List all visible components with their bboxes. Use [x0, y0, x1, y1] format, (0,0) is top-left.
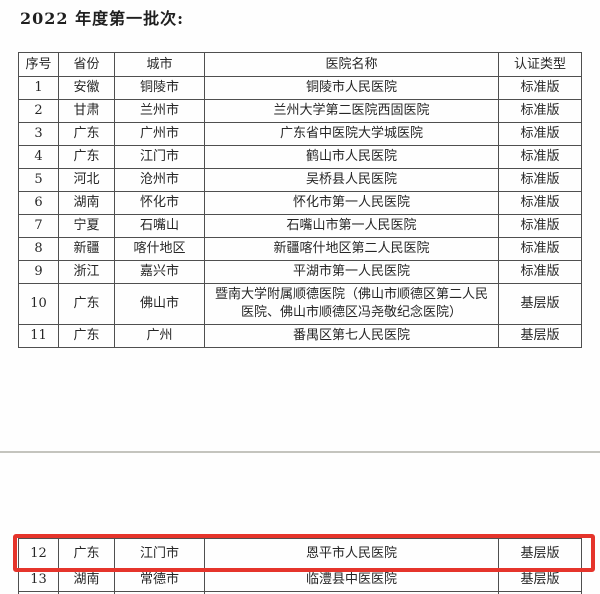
table-cell-province: 湖南: [58, 568, 115, 592]
table-cell-hospital: 铜陵市人民医院: [204, 76, 499, 100]
table-cell-hospital: 鹤山市人民医院: [204, 145, 499, 169]
table-cell-no: 6: [18, 191, 59, 215]
table-cell-type: 标准版: [498, 76, 582, 100]
table-cell-city: 铜陵市: [114, 76, 205, 100]
table-row: 9 浙江 嘉兴市 平湖市第一人民医院 标准版: [18, 260, 582, 284]
table-cell-type: 标准版: [498, 168, 582, 192]
table-cell-no: 10: [18, 283, 59, 325]
table-cell-no: 4: [18, 145, 59, 169]
table-cell-city: 广州: [114, 324, 205, 348]
table-cell-no: 13: [18, 568, 59, 592]
table-row: 10 广东 佛山市 暨南大学附属顺德医院（佛山市顺德区第二人民医院、佛山市顺德区冯尧敬…: [18, 283, 582, 325]
header-no: 序号: [18, 52, 59, 77]
certification-table-page2: 12 广东 江门市 恩平市人民医院 基层版 13 湖南 常德市 临澧县中医医院 基层版: [18, 538, 582, 594]
table-cell-no: 9: [18, 260, 59, 284]
table-cell-hospital: 平湖市第一人民医院: [204, 260, 499, 284]
table-cell-no: 7: [18, 214, 59, 238]
table-cell-type: 标准版: [498, 191, 582, 215]
table-cell-city: 江门市: [114, 538, 205, 569]
table-cell-hospital: 怀化市第一人民医院: [204, 191, 499, 215]
header-city: 城市: [114, 52, 205, 77]
certification-table-page1: 序号 省份 城市 医院名称 认证类型 1 安徽 铜陵市 铜陵市人民医院 标准版 2 甘肃 兰州…: [18, 52, 582, 348]
table-cell-no: 11: [18, 324, 59, 348]
table-cell-type: 标准版: [498, 260, 582, 284]
table-row: 5 河北 沧州市 吴桥县人民医院 标准版: [18, 168, 582, 192]
table-row: 1 安徽 铜陵市 铜陵市人民医院 标准版: [18, 76, 582, 100]
table-cell-type: 基层版: [498, 283, 582, 325]
table-row: 4 广东 江门市 鹤山市人民医院 标准版: [18, 145, 582, 169]
table-header-row: 序号 省份 城市 医院名称 认证类型: [18, 52, 582, 77]
table-cell-type: 标准版: [498, 214, 582, 238]
table-cell-hospital: 广东省中医院大学城医院: [204, 122, 499, 146]
table-cell-province: 湖南: [58, 191, 115, 215]
table-cell-hospital: 吴桥县人民医院: [204, 168, 499, 192]
table-row: 7 宁夏 石嘴山 石嘴山市第一人民医院 标准版: [18, 214, 582, 238]
table-row: 13 湖南 常德市 临澧县中医医院 基层版: [18, 568, 582, 592]
table-cell-province: 河北: [58, 168, 115, 192]
table-cell-hospital: 兰州大学第二医院西固医院: [204, 99, 499, 123]
table-cell-type: 基层版: [498, 324, 582, 348]
header-hospital: 医院名称: [204, 52, 499, 77]
table-row: 6 湖南 怀化市 怀化市第一人民医院 标准版: [18, 191, 582, 215]
table-cell-city: 怀化市: [114, 191, 205, 215]
table-cell-province: 甘肃: [58, 99, 115, 123]
table-row: 2 甘肃 兰州市 兰州大学第二医院西固医院 标准版: [18, 99, 582, 123]
table-cell-city: 石嘴山: [114, 214, 205, 238]
table-cell-no: 12: [18, 538, 59, 569]
table-cell-city: 喀什地区: [114, 237, 205, 261]
page-break-line: [0, 451, 600, 453]
table-cell-city: 嘉兴市: [114, 260, 205, 284]
table-cell-city: 沧州市: [114, 168, 205, 192]
table-cell-hospital: 暨南大学附属顺德医院（佛山市顺德区第二人民医院、佛山市顺德区冯尧敬纪念医院）: [204, 283, 499, 325]
table-cell-no: 2: [18, 99, 59, 123]
table-cell-city: 常德市: [114, 568, 205, 592]
table-cell-no: 8: [18, 237, 59, 261]
table-row: 8 新疆 喀什地区 新疆喀什地区第二人民医院 标准版: [18, 237, 582, 261]
table-cell-type: 基层版: [498, 568, 582, 592]
table-cell-type: 标准版: [498, 145, 582, 169]
table-cell-hospital: 新疆喀什地区第二人民医院: [204, 237, 499, 261]
table-cell-city: 佛山市: [114, 283, 205, 325]
table-cell-empty: [498, 591, 582, 594]
table-cell-type: 标准版: [498, 122, 582, 146]
table-cell-province: 宁夏: [58, 214, 115, 238]
table-row-highlighted: 12 广东 江门市 恩平市人民医院 基层版: [18, 538, 582, 569]
table-cell-city: 江门市: [114, 145, 205, 169]
table-cell-province: 广东: [58, 324, 115, 348]
table-cell-hospital: 石嘴山市第一人民医院: [204, 214, 499, 238]
table-cell-no: 1: [18, 76, 59, 100]
table-cell-city: 广州市: [114, 122, 205, 146]
table-cell-no: 3: [18, 122, 59, 146]
table-cell-hospital: 临澧县中医医院: [204, 568, 499, 592]
table-cell-province: 广东: [58, 538, 115, 569]
table-cell-province: 广东: [58, 122, 115, 146]
table-cell-city: 兰州市: [114, 99, 205, 123]
table-cell-province: 浙江: [58, 260, 115, 284]
table-cell-no: 5: [18, 168, 59, 192]
table-cell-province: 广东: [58, 145, 115, 169]
table-cell-province: 新疆: [58, 237, 115, 261]
table-cell-type: 基层版: [498, 538, 582, 569]
header-province: 省份: [58, 52, 115, 77]
table-cell-province: 广东: [58, 283, 115, 325]
table-cell-province: 安徽: [58, 76, 115, 100]
page-title: 2022 年度第一批次:: [20, 9, 185, 28]
table-row: 3 广东 广州市 广东省中医院大学城医院 标准版: [18, 122, 582, 146]
table-cell-hospital: 番禺区第七人民医院: [204, 324, 499, 348]
table-row: 11 广东 广州 番禺区第七人民医院 基层版: [18, 324, 582, 348]
header-type: 认证类型: [498, 52, 582, 77]
table-cell-type: 标准版: [498, 237, 582, 261]
table-cell-hospital: 恩平市人民医院: [204, 538, 499, 569]
table-cell-type: 标准版: [498, 99, 582, 123]
table-row-partial: [18, 591, 582, 594]
